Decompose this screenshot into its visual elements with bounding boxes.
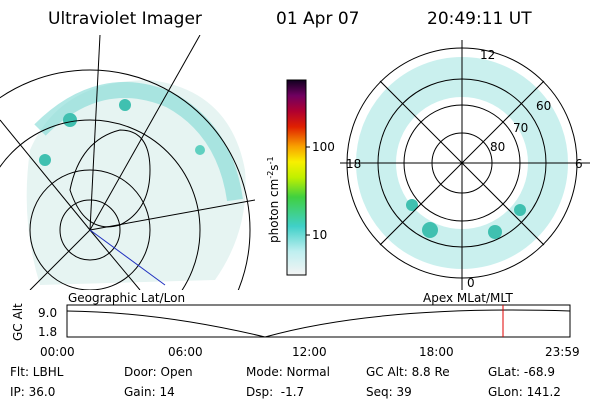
lat-label: 70 [513, 121, 528, 135]
status-field: Flt: LBHL [10, 365, 64, 379]
status-field: Seq: 39 [366, 385, 412, 399]
y-tick-label: 1.8 [38, 325, 57, 339]
geographic-map [0, 35, 255, 290]
panel-label: Apex MLat/MLT [423, 291, 513, 305]
status-field: GC Alt: 8.8 Re [366, 365, 450, 379]
colorbar-tick: 100 [312, 140, 335, 154]
x-tick-label: 12:00 [292, 345, 327, 359]
x-tick-label: 23:59 [545, 345, 580, 359]
mlt-label: 18 [346, 157, 361, 171]
panel-label: Geographic Lat/Lon [68, 291, 185, 305]
lat-label: 80 [490, 140, 505, 154]
mlt-label: 0 [467, 276, 475, 290]
x-tick-label: 06:00 [168, 345, 203, 359]
time: 20:49:11 UT [427, 9, 532, 29]
y-axis-label: GC Alt [11, 303, 25, 341]
status-field: Gain: 14 [124, 385, 175, 399]
colorbar-tick: 10 [312, 228, 327, 242]
header: Ultraviolet Imager 01 Apr 07 20:49:11 UT [48, 9, 532, 29]
status-field: GLat: -68.9 [488, 365, 555, 379]
date: 01 Apr 07 [276, 9, 359, 29]
colorbar: 100 10 photon cm-2s-1 [266, 79, 335, 276]
status-field: Mode: Normal [246, 365, 330, 379]
x-tick-label: 00:00 [40, 345, 75, 359]
status-field: Door: Open [124, 365, 193, 379]
status-field: GLon: 141.2 [488, 385, 561, 399]
polar-map [340, 40, 590, 290]
lat-label: 60 [536, 99, 551, 113]
colorbar-label: photon cm-2s-1 [266, 156, 281, 243]
mlt-label: 6 [575, 157, 583, 171]
footer: Flt: LBHL Door: Open Mode: Normal GC Alt: 8… [10, 365, 561, 399]
mlt-label: 12 [480, 48, 495, 62]
x-tick-label: 18:00 [419, 345, 454, 359]
title: Ultraviolet Imager [48, 9, 202, 29]
status-field: IP: 36.0 [10, 385, 55, 399]
y-tick-label: 9.0 [38, 306, 57, 320]
status-field: Dsp: -1.7 [246, 385, 304, 399]
altitude-plot: 9.0 1.8 GC Alt 00:00 06:00 12:00 18:00 2… [11, 303, 580, 359]
